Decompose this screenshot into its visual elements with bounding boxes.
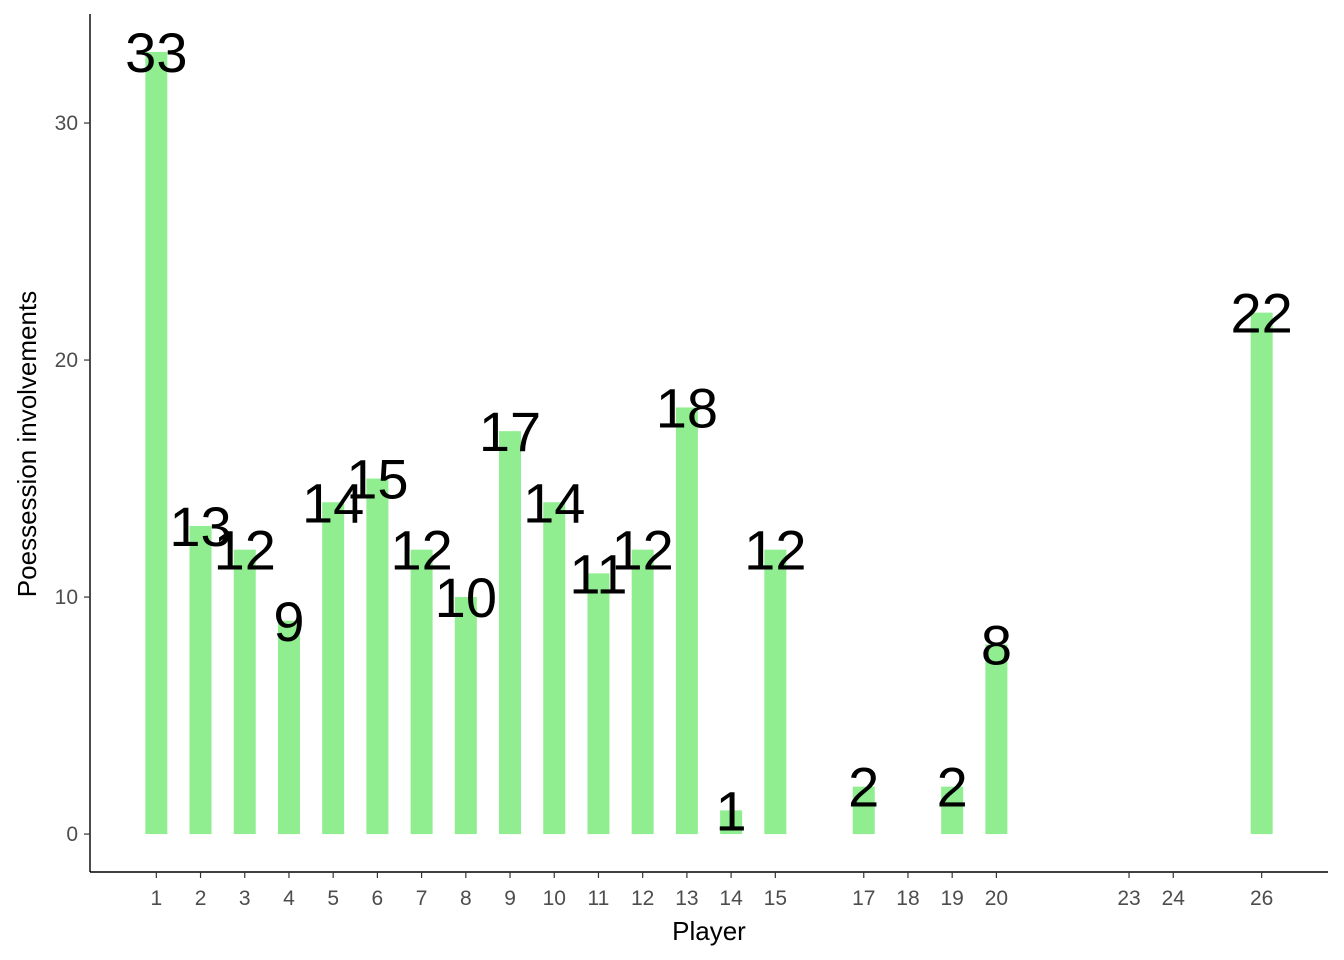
x-tick-label-19: 19: [940, 887, 963, 910]
bar-player-3: [233, 549, 256, 835]
data-label-player-4: 9: [273, 590, 304, 653]
x-tick-label-5: 5: [327, 887, 339, 910]
bar-player-1: [145, 51, 168, 835]
x-tick-label-1: 1: [150, 887, 162, 910]
data-label-player-6: 15: [346, 448, 408, 511]
x-tick-label-17: 17: [852, 887, 875, 910]
x-tick-label-20: 20: [985, 887, 1008, 910]
x-tick-label-9: 9: [504, 887, 516, 910]
y-tick-label-20: 20: [55, 349, 78, 372]
x-tick-label-15: 15: [764, 887, 787, 910]
bar-player-2: [189, 525, 212, 835]
bar-player-8: [454, 597, 477, 835]
bar-player-19: [941, 786, 964, 835]
x-tick-label-11: 11: [588, 887, 610, 910]
x-tick-label-10: 10: [543, 887, 566, 910]
data-label-player-19: 2: [937, 756, 968, 819]
data-label-player-8: 10: [435, 566, 497, 629]
bar-player-9: [499, 431, 522, 835]
x-tick-label-2: 2: [195, 887, 207, 910]
y-tick-label-10: 10: [55, 586, 78, 609]
data-label-player-2: 13: [169, 495, 231, 558]
x-tick-label-12: 12: [631, 887, 654, 910]
bar-player-17: [852, 786, 875, 835]
bar-player-4: [277, 620, 300, 835]
y-axis-title: Poessession involvements: [12, 291, 42, 597]
bar-player-20: [985, 644, 1008, 835]
x-tick-label-4: 4: [283, 887, 295, 910]
data-label-player-20: 8: [981, 613, 1012, 676]
y-tick-label-30: 30: [55, 112, 78, 135]
data-label-player-15: 12: [744, 519, 806, 582]
data-label-player-7: 12: [390, 519, 452, 582]
bar-player-12: [631, 549, 654, 835]
x-tick-label-18: 18: [896, 887, 919, 910]
x-tick-label-24: 24: [1162, 887, 1186, 910]
x-tick-label-23: 23: [1117, 887, 1140, 910]
bar-player-26: [1250, 312, 1273, 835]
data-label-player-14: 1: [716, 779, 747, 842]
bar-player-15: [764, 549, 787, 835]
data-label-player-13: 18: [656, 376, 718, 439]
y-axis-ticks: 0 10 20 30: [55, 112, 90, 846]
x-axis-title: Player: [672, 916, 746, 946]
bar-player-6: [366, 478, 389, 835]
data-label-player-3: 12: [214, 519, 276, 582]
x-tick-label-13: 13: [675, 887, 698, 910]
data-label-player-10: 14: [523, 471, 585, 534]
data-label-player-12: 12: [612, 519, 674, 582]
x-tick-label-7: 7: [416, 887, 428, 910]
data-label-player-5: 14: [302, 471, 364, 534]
data-label-player-11: 11: [569, 542, 627, 605]
x-tick-label-14: 14: [719, 887, 743, 910]
bar-player-11: [587, 573, 610, 835]
x-tick-label-8: 8: [460, 887, 472, 910]
bars-layer: [145, 51, 1273, 835]
y-tick-label-0: 0: [66, 823, 78, 846]
data-label-player-26: 22: [1231, 282, 1293, 345]
bar-player-13: [675, 407, 698, 835]
bar-player-7: [410, 549, 433, 835]
x-tick-label-26: 26: [1250, 887, 1273, 910]
bar-player-14: [720, 810, 743, 835]
bar-player-5: [322, 502, 345, 835]
bar-player-10: [543, 502, 566, 835]
data-label-player-17: 2: [848, 756, 879, 819]
data-label-player-1: 33: [125, 21, 187, 84]
x-tick-label-3: 3: [239, 887, 251, 910]
x-axis-ticks: 1 2 3 4 5 6 7 8 9 10 11 12 13 14 15 17 18 19 20 23 24 26: [150, 872, 1273, 910]
data-label-player-9: 17: [479, 400, 541, 463]
x-tick-label-6: 6: [372, 887, 384, 910]
